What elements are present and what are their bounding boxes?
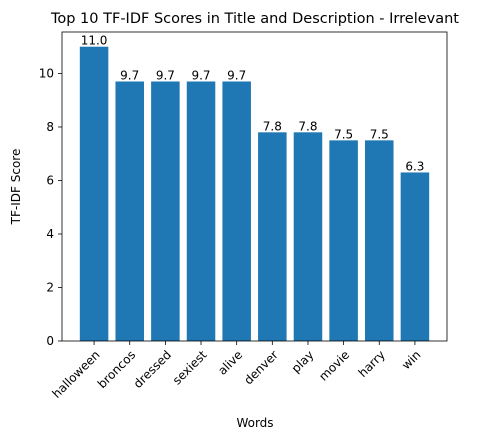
bar-play: [293, 132, 323, 341]
x-tick-label-dressed: dressed: [131, 348, 174, 391]
y-axis-label: TF-IDF Score: [9, 149, 23, 226]
x-axis-label: Words: [236, 416, 273, 430]
y-tick-label-4: 4: [46, 227, 54, 241]
y-tick-label-6: 6: [46, 173, 54, 187]
x-tick-label-denver: denver: [241, 348, 281, 388]
y-tick-label-0: 0: [46, 334, 54, 348]
bar-dressed: [151, 81, 180, 342]
x-tick-label-harry: harry: [356, 348, 388, 380]
bar-alive: [222, 81, 251, 342]
bar-broncos: [115, 81, 144, 342]
value-label-denver: 7.8: [263, 119, 282, 133]
value-label-sexiest: 9.7: [191, 68, 210, 82]
bar-harry: [365, 140, 394, 341]
x-tick-label-alive: alive: [215, 348, 245, 378]
value-label-dressed: 9.7: [156, 68, 175, 82]
bar-denver: [258, 132, 287, 341]
bars-layer: [79, 46, 430, 342]
x-tick-label-halloween: halloween: [50, 348, 103, 401]
value-label-play: 7.8: [298, 119, 317, 133]
x-tick-label-movie: movie: [316, 348, 352, 384]
value-label-movie: 7.5: [334, 127, 353, 141]
x-tick-label-win: win: [399, 348, 424, 373]
value-labels-layer: 11.0 9.7 9.7 9.7 9.7 7.8 7.8 7.5 7.5 6.3: [81, 34, 425, 174]
x-tick-label-broncos: broncos: [95, 348, 138, 391]
bar-halloween: [79, 46, 109, 342]
y-tick-label-10: 10: [39, 66, 54, 80]
value-label-broncos: 9.7: [120, 68, 139, 82]
value-label-harry: 7.5: [370, 127, 389, 141]
x-tick-label-sexiest: sexiest: [170, 347, 210, 387]
plot-frame: [61, 31, 448, 342]
value-label-alive: 9.7: [227, 68, 246, 82]
bar-sexiest: [186, 81, 216, 342]
chart-title: Top 10 TF-IDF Scores in Title and Descri…: [50, 11, 459, 27]
bar-win: [400, 172, 430, 341]
bar-movie: [329, 140, 358, 341]
value-label-win: 6.3: [405, 159, 424, 173]
x-tick-label-play: play: [289, 348, 317, 376]
y-tick-label-8: 8: [46, 120, 54, 134]
y-axis: 0 2 4 6 8 10: [39, 66, 62, 348]
value-label-halloween: 11.0: [81, 34, 108, 48]
y-tick-label-2: 2: [46, 280, 54, 294]
